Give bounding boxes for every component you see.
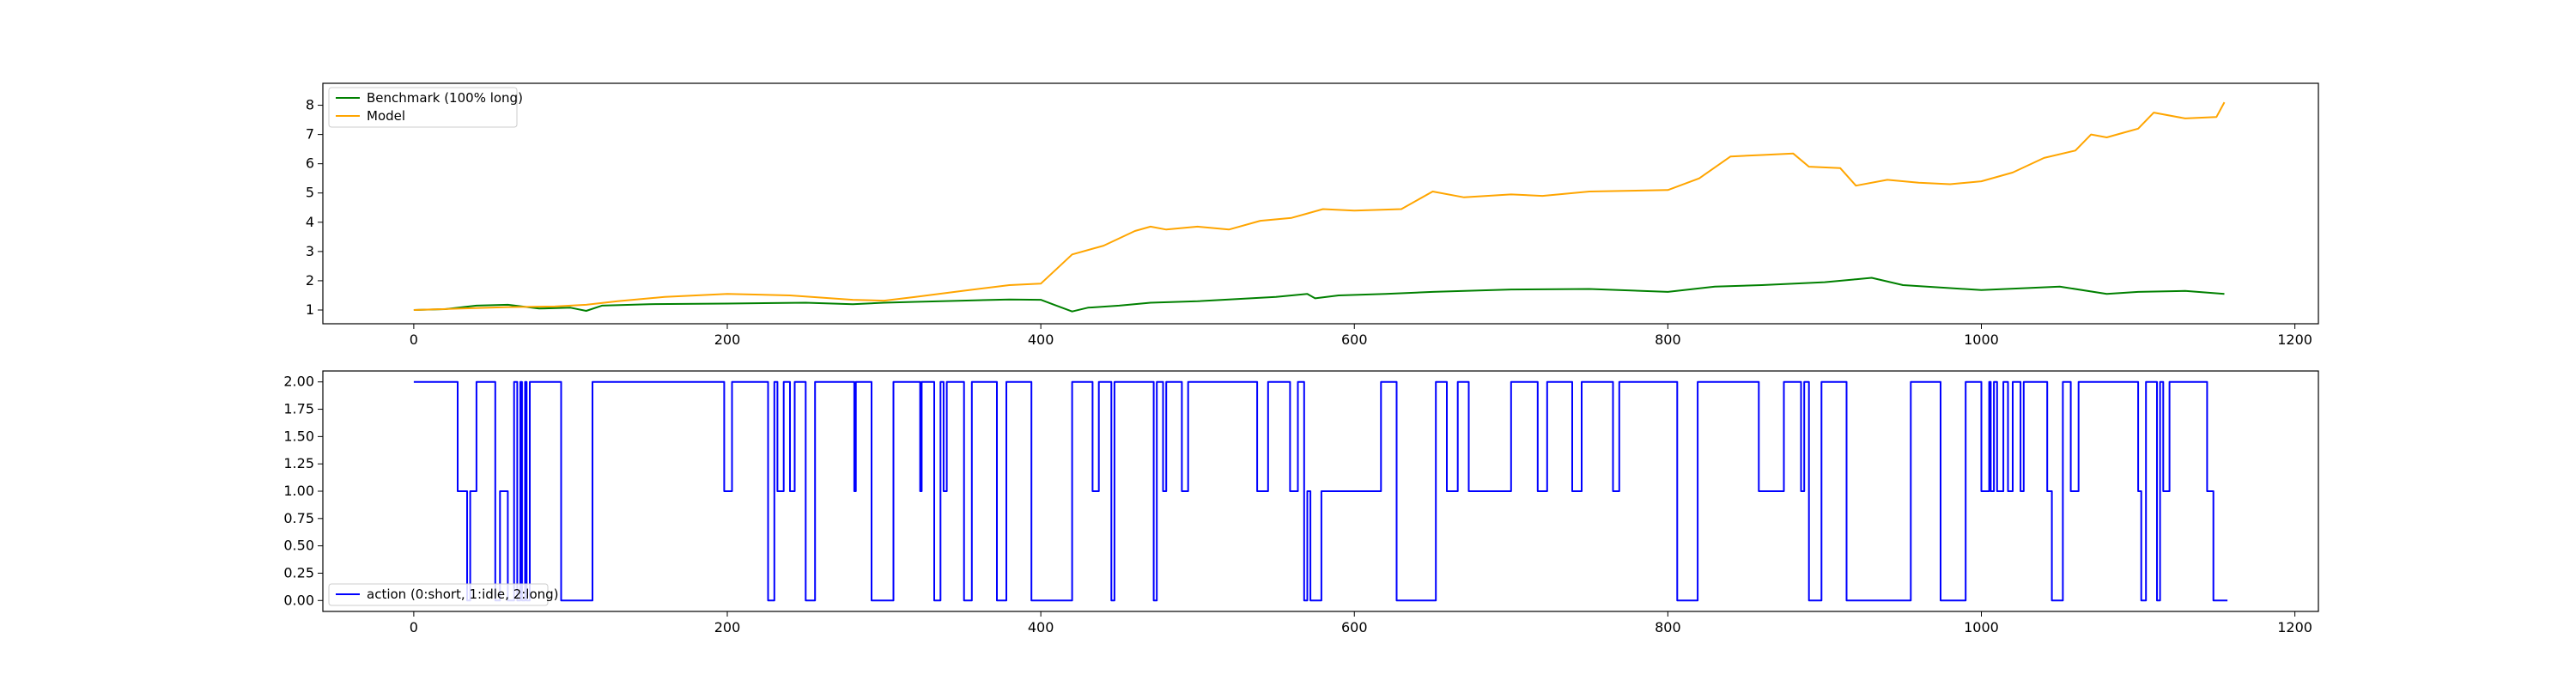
action-xticks: 0 200 400 600 800 1000 1200	[410, 611, 2312, 635]
x-tick-label: 1000	[1964, 331, 1999, 348]
y-tick-label: 0.00	[283, 592, 314, 608]
y-tick-label: 0.25	[283, 564, 314, 581]
y-tick-label: 2.00	[283, 374, 314, 390]
y-tick-label: 1.75	[283, 401, 314, 417]
y-tick-label: 1.50	[283, 428, 314, 444]
x-tick-label: 200	[714, 619, 741, 635]
x-tick-label: 400	[1028, 331, 1054, 348]
y-tick-label: 6	[306, 155, 314, 172]
y-tick-label: 0.75	[283, 510, 314, 526]
y-tick-label: 4	[306, 214, 314, 230]
x-tick-label: 600	[1341, 331, 1368, 348]
x-tick-label: 400	[1028, 619, 1054, 635]
equity-series-layer	[413, 101, 2226, 313]
x-tick-label: 1200	[2277, 619, 2312, 635]
series-line-benchmark-100-long	[413, 277, 2225, 313]
action-legend-box	[328, 583, 549, 606]
x-tick-label: 800	[1655, 619, 1681, 635]
action-series-layer	[413, 380, 2228, 602]
legend-model-label: Model	[367, 108, 405, 124]
y-tick-label: 1	[306, 301, 314, 318]
y-tick-label: 1.25	[283, 455, 314, 471]
x-tick-label: 0	[410, 619, 418, 635]
y-tick-label: 5	[306, 185, 314, 201]
x-tick-label: 600	[1341, 619, 1368, 635]
y-tick-label: 1.00	[283, 483, 314, 499]
x-tick-label: 800	[1655, 331, 1681, 348]
equity-legend: Benchmark (100% long) Model	[328, 87, 523, 128]
action-legend: action (0:short, 1:idle, 2:long)	[328, 583, 559, 606]
action-panel: 0 200 400 600 800 1000 1200 0.00 0.25 0.50 0.75 1.…	[283, 370, 2319, 635]
legend-benchmark-label: Benchmark (100% long)	[367, 90, 523, 106]
y-tick-label: 8	[306, 97, 314, 113]
y-tick-label: 2	[306, 272, 314, 289]
y-tick-label: 3	[306, 243, 314, 259]
equity-panel: 0 200 400 600 800 1000 1200 1 2 3 4 5 6 7 8 Benchmark…	[306, 82, 2319, 348]
y-tick-label: 7	[306, 126, 314, 143]
equity-axes-frame	[322, 82, 2319, 325]
action-yticks: 0.00 0.25 0.50 0.75 1.00 1.25 1.50 1.75 2.00	[283, 374, 323, 608]
y-tick-label: 0.50	[283, 538, 314, 554]
equity-yticks: 1 2 3 4 5 6 7 8	[306, 97, 323, 318]
equity-xticks: 0 200 400 600 800 1000 1200	[410, 324, 2312, 348]
x-tick-label: 1000	[1964, 619, 1999, 635]
equity-legend-box	[328, 87, 518, 128]
series-line-model	[413, 101, 2226, 311]
x-tick-label: 1200	[2277, 331, 2312, 348]
series-line-action-0-short-1-idle-2-long	[413, 380, 2228, 602]
x-tick-label: 200	[714, 331, 741, 348]
x-tick-label: 0	[410, 331, 418, 348]
legend-action-label: action (0:short, 1:idle, 2:long)	[367, 587, 559, 602]
